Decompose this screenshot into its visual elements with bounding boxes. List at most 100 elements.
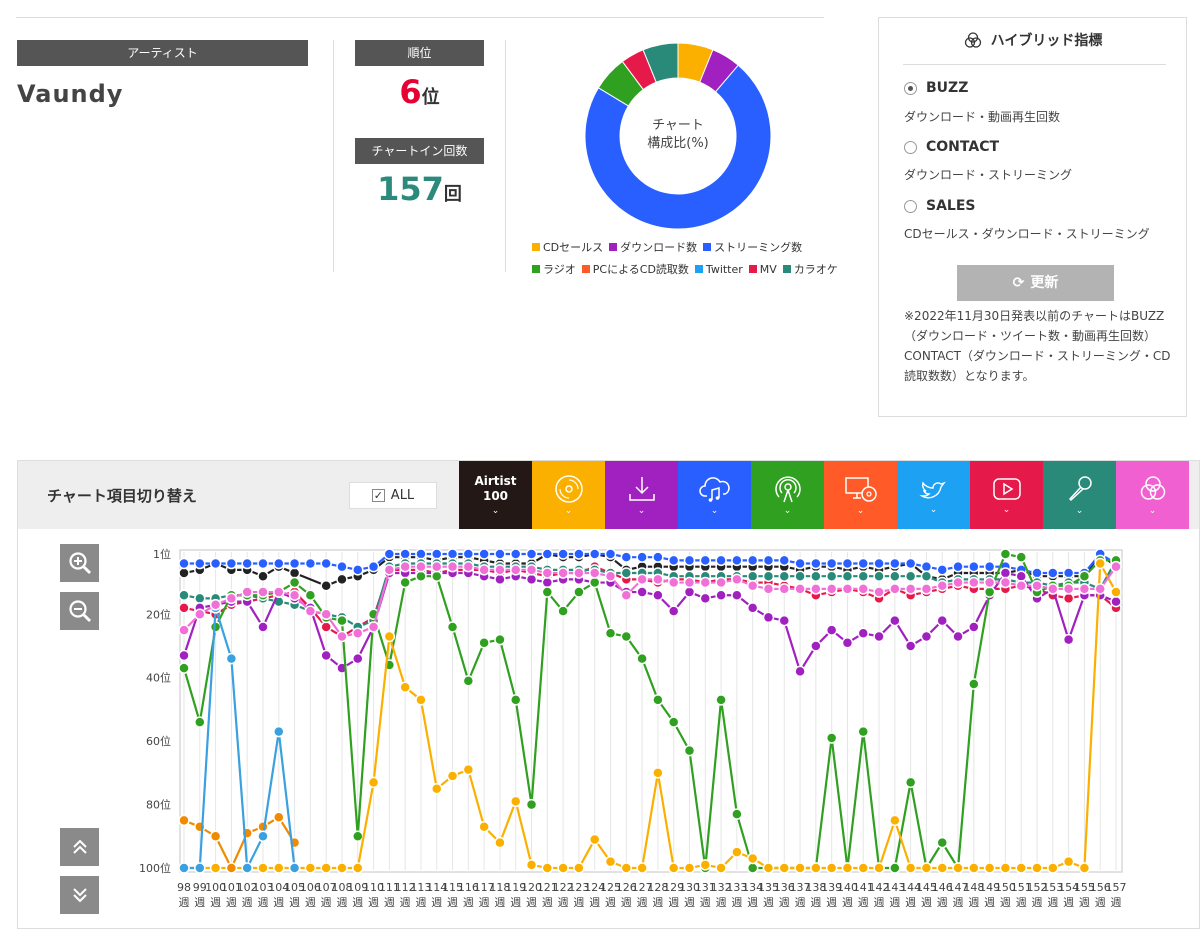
radio-buzz[interactable]: BUZZ bbox=[904, 80, 968, 96]
rank-number: 6 bbox=[399, 73, 422, 111]
radio-dot[interactable] bbox=[904, 81, 917, 95]
legend-swatch bbox=[581, 265, 590, 273]
chevron-down-icon: ⌄ bbox=[564, 506, 573, 516]
chevron-down-icon: ⌄ bbox=[929, 505, 938, 515]
chevron-down-icon: ⌄ bbox=[1148, 506, 1157, 516]
legend-label: ストリーミング数 bbox=[714, 241, 803, 254]
tab-airtist-100[interactable]: Airtist 100 ⌄ bbox=[459, 461, 532, 529]
rank-header: 順位 bbox=[355, 40, 484, 66]
chart-in-number: 157 bbox=[377, 170, 444, 208]
legend-label: カラオケ bbox=[793, 263, 838, 276]
double-chevron-up-icon bbox=[72, 839, 87, 854]
scroll-down-button[interactable] bbox=[60, 876, 99, 914]
chevron-down-icon: ⌄ bbox=[856, 506, 865, 516]
donut-slice-ラジオ bbox=[597, 60, 645, 107]
hybrid-icon bbox=[964, 32, 981, 48]
radio-contact[interactable]: CONTACT bbox=[904, 139, 999, 155]
legend-item: ストリーミング数 bbox=[703, 239, 802, 255]
update-button[interactable]: ⟳ 更新 bbox=[957, 265, 1114, 301]
refresh-icon: ⟳ bbox=[1012, 275, 1025, 291]
legend-swatch bbox=[782, 265, 791, 273]
chevron-down-icon: ⌄ bbox=[783, 506, 792, 516]
radio-desc: CDセールス・ダウンロード・ストリーミング bbox=[904, 227, 1150, 241]
chart-panel: チャート項目切り替え ✓ ALL Airtist 100 ⌄ ⌄ ⌄ ⌄ ⌄ ⌄ bbox=[17, 460, 1200, 929]
tab-radio[interactable]: ⌄ bbox=[751, 461, 824, 529]
radio-label: SALES bbox=[926, 198, 976, 214]
scroll-up-button[interactable] bbox=[60, 828, 99, 866]
radio-icon bbox=[774, 476, 801, 503]
tab-karaoke[interactable]: ⌄ bbox=[1043, 461, 1116, 529]
hybrid-note: ※2022年11月30日発表以前のチャートはBUZZ（ダウンロード・ツイート数・… bbox=[904, 309, 1171, 383]
legend-swatch bbox=[532, 243, 540, 251]
hybrid-icon bbox=[1140, 476, 1165, 500]
panel-title: チャート項目切り替え bbox=[47, 487, 197, 505]
chevron-down-icon: ⌄ bbox=[1075, 506, 1084, 516]
divider bbox=[333, 40, 334, 272]
rank-unit: 位 bbox=[421, 87, 440, 108]
all-label: ALL bbox=[390, 488, 415, 503]
donut-center-line1: チャート bbox=[652, 118, 704, 133]
legend-label: ラジオ bbox=[543, 263, 576, 276]
zoom-in-button[interactable] bbox=[60, 544, 99, 582]
play-icon bbox=[992, 478, 1021, 500]
artist-name: Vaundy bbox=[17, 80, 124, 108]
tab-cd-sales[interactable]: ⌄ bbox=[532, 461, 605, 529]
update-label: 更新 bbox=[1030, 275, 1059, 291]
chart-panel-header: チャート項目切り替え ✓ ALL Airtist 100 ⌄ ⌄ ⌄ ⌄ ⌄ ⌄ bbox=[18, 461, 1199, 529]
radio-desc: ダウンロード・ストリーミング bbox=[904, 168, 1073, 182]
legend-label: CDセールス bbox=[543, 241, 604, 254]
legend-item: ダウンロード数 bbox=[609, 239, 697, 255]
all-checkbox[interactable]: ✓ ALL bbox=[349, 482, 437, 509]
radio-dot[interactable] bbox=[904, 140, 917, 154]
legend-swatch bbox=[703, 243, 712, 251]
donut-slice-MV bbox=[621, 49, 657, 91]
donut-slice-CDセールス bbox=[677, 42, 714, 83]
download-icon bbox=[628, 477, 655, 501]
divider bbox=[903, 64, 1166, 65]
tab-hybrid[interactable]: ⌄ bbox=[1116, 461, 1189, 529]
zoom-out-button[interactable] bbox=[60, 592, 99, 630]
donut-center-label: チャート 構成比(%) bbox=[618, 117, 738, 153]
radio-desc: ダウンロード・動画再生回数 bbox=[904, 110, 1061, 124]
legend-swatch bbox=[609, 243, 618, 251]
chart-in-unit: 回 bbox=[443, 184, 462, 205]
rank-value: 6位 bbox=[355, 73, 484, 111]
hybrid-index-panel: ハイブリッド指標 BUZZ ダウンロード・動画再生回数 CONTACT ダウンロ… bbox=[878, 17, 1187, 417]
chevron-down-icon: ⌄ bbox=[1002, 505, 1011, 515]
tab-airtist-label-1: Airtist bbox=[474, 474, 517, 488]
chart-in-header: チャートイン回数 bbox=[355, 138, 484, 164]
legend-swatch bbox=[694, 265, 703, 273]
legend-swatch bbox=[748, 265, 757, 273]
top-divider bbox=[16, 17, 824, 18]
legend-item: MV bbox=[748, 261, 777, 277]
cloud-music-icon bbox=[698, 477, 730, 502]
chevron-down-icon: ⌄ bbox=[710, 506, 719, 516]
legend-item: CDセールス bbox=[532, 239, 603, 255]
double-chevron-down-icon bbox=[72, 888, 87, 903]
tab-mv[interactable]: ⌄ bbox=[970, 461, 1043, 529]
tab-twitter[interactable]: ⌄ bbox=[897, 461, 970, 529]
microphone-icon bbox=[1068, 476, 1092, 502]
radio-dot[interactable] bbox=[904, 199, 917, 213]
radio-label: CONTACT bbox=[926, 139, 1000, 155]
legend-label: ダウンロード数 bbox=[620, 241, 698, 254]
tab-airtist-label-2: 100 bbox=[482, 489, 509, 503]
legend-item: Twitter bbox=[694, 261, 743, 277]
legend-label: PCによるCD読取数 bbox=[592, 263, 689, 276]
hybrid-title-text: ハイブリッド指標 bbox=[990, 33, 1103, 49]
donut-legend: CDセールス ダウンロード数 ストリーミング数 ラジオ PCによるCD読取数 T… bbox=[532, 239, 852, 283]
legend-item: PCによるCD読取数 bbox=[581, 261, 689, 277]
radio-label: BUZZ bbox=[926, 80, 969, 96]
tab-streaming[interactable]: ⌄ bbox=[678, 461, 751, 529]
legend-item: カラオケ bbox=[782, 261, 838, 277]
donut-slice-ダウンロード数 bbox=[699, 49, 739, 93]
hybrid-title: ハイブリッド指標 bbox=[879, 30, 1186, 50]
tab-download[interactable]: ⌄ bbox=[605, 461, 678, 529]
chart-in-value: 157回 bbox=[355, 170, 484, 208]
tab-pc-cd-read[interactable]: ⌄ bbox=[824, 461, 897, 529]
radio-sales[interactable]: SALES bbox=[904, 198, 976, 214]
chevron-down-icon: ⌄ bbox=[491, 506, 500, 516]
disc-icon bbox=[554, 475, 583, 503]
pc-disc-icon bbox=[844, 477, 877, 502]
chevron-down-icon: ⌄ bbox=[637, 506, 646, 516]
